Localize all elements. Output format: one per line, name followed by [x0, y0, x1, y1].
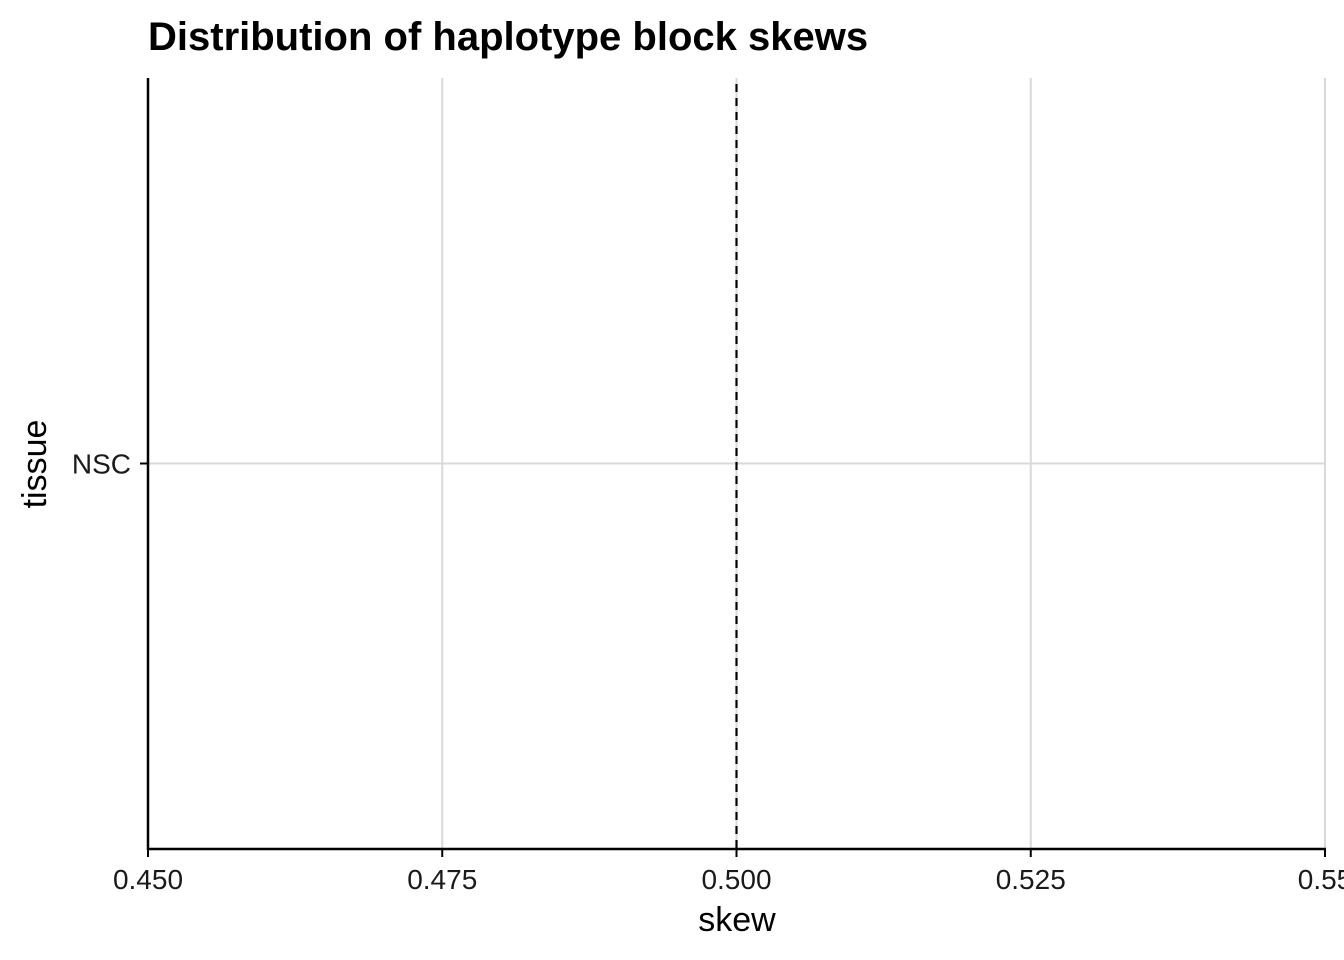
chart-title: Distribution of haplotype block skews	[148, 15, 868, 59]
x-tick-label-1: 0.475	[407, 864, 477, 895]
y-tick-label-0: NSC	[72, 449, 131, 480]
x-tick-label-2: 0.500	[701, 864, 771, 895]
y-axis-title: tissue	[16, 420, 54, 509]
x-tick-label-0: 0.450	[113, 864, 183, 895]
x-axis-title: skew	[698, 901, 776, 939]
axes	[140, 78, 1326, 857]
tick-labels: 0.450 0.475 0.500 0.525 0.55 NSC	[72, 449, 1344, 896]
x-tick-label-3: 0.525	[996, 864, 1066, 895]
x-tick-label-4: 0.55	[1298, 864, 1344, 895]
